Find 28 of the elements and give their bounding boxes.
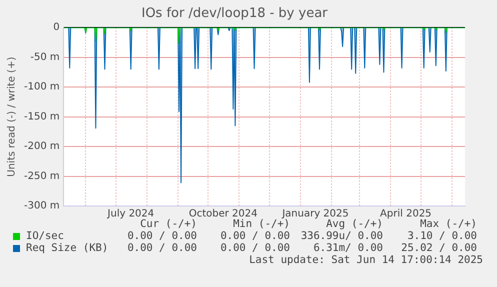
text: Last update: Sat Jun 14 17:00:14 2025 (249, 254, 483, 266)
text: 336.99u/ 0.00 (300, 230, 383, 242)
x-tick-label: January 2025 (281, 208, 349, 220)
text: 3.10 / 0.00 (407, 230, 477, 242)
legend-label: Req Size (KB) (26, 242, 108, 254)
text: 0.00 / 0.00 (220, 230, 290, 242)
y-tick-label: -300 m (24, 200, 60, 212)
text: Max (-/+) (420, 218, 477, 230)
text: Min (-/+) (233, 218, 290, 230)
y-tick-label: -250 m (24, 170, 60, 182)
x-tick-label: October 2024 (188, 208, 258, 220)
y-axis-title: Units read (-) / write (+) (6, 56, 18, 177)
y-tick-label: -200 m (24, 141, 60, 152)
x-tick-label: April 2025 (380, 208, 432, 220)
y-tick-label: -100 m (24, 82, 60, 93)
x-tick-label: July 2024 (106, 208, 154, 220)
text: 0.00 / 0.00 (127, 230, 197, 242)
text: 6.31m/ 0.00 (313, 242, 383, 254)
chart-title: IOs for /dev/loop18 - by year (141, 6, 328, 22)
y-tick-label: -150 m (24, 111, 60, 122)
text: 25.02 / 0.00 (401, 242, 477, 254)
text: 0.00 / 0.00 (127, 242, 197, 254)
text: Avg (-/+) (326, 218, 383, 230)
text: 0.00 / 0.00 (220, 242, 290, 254)
y-tick-label: -50 m (30, 52, 60, 63)
y-tick-label: 0 (53, 22, 60, 34)
text: Cur (-/+) (140, 218, 197, 230)
legend-label: IO/sec (26, 230, 64, 242)
